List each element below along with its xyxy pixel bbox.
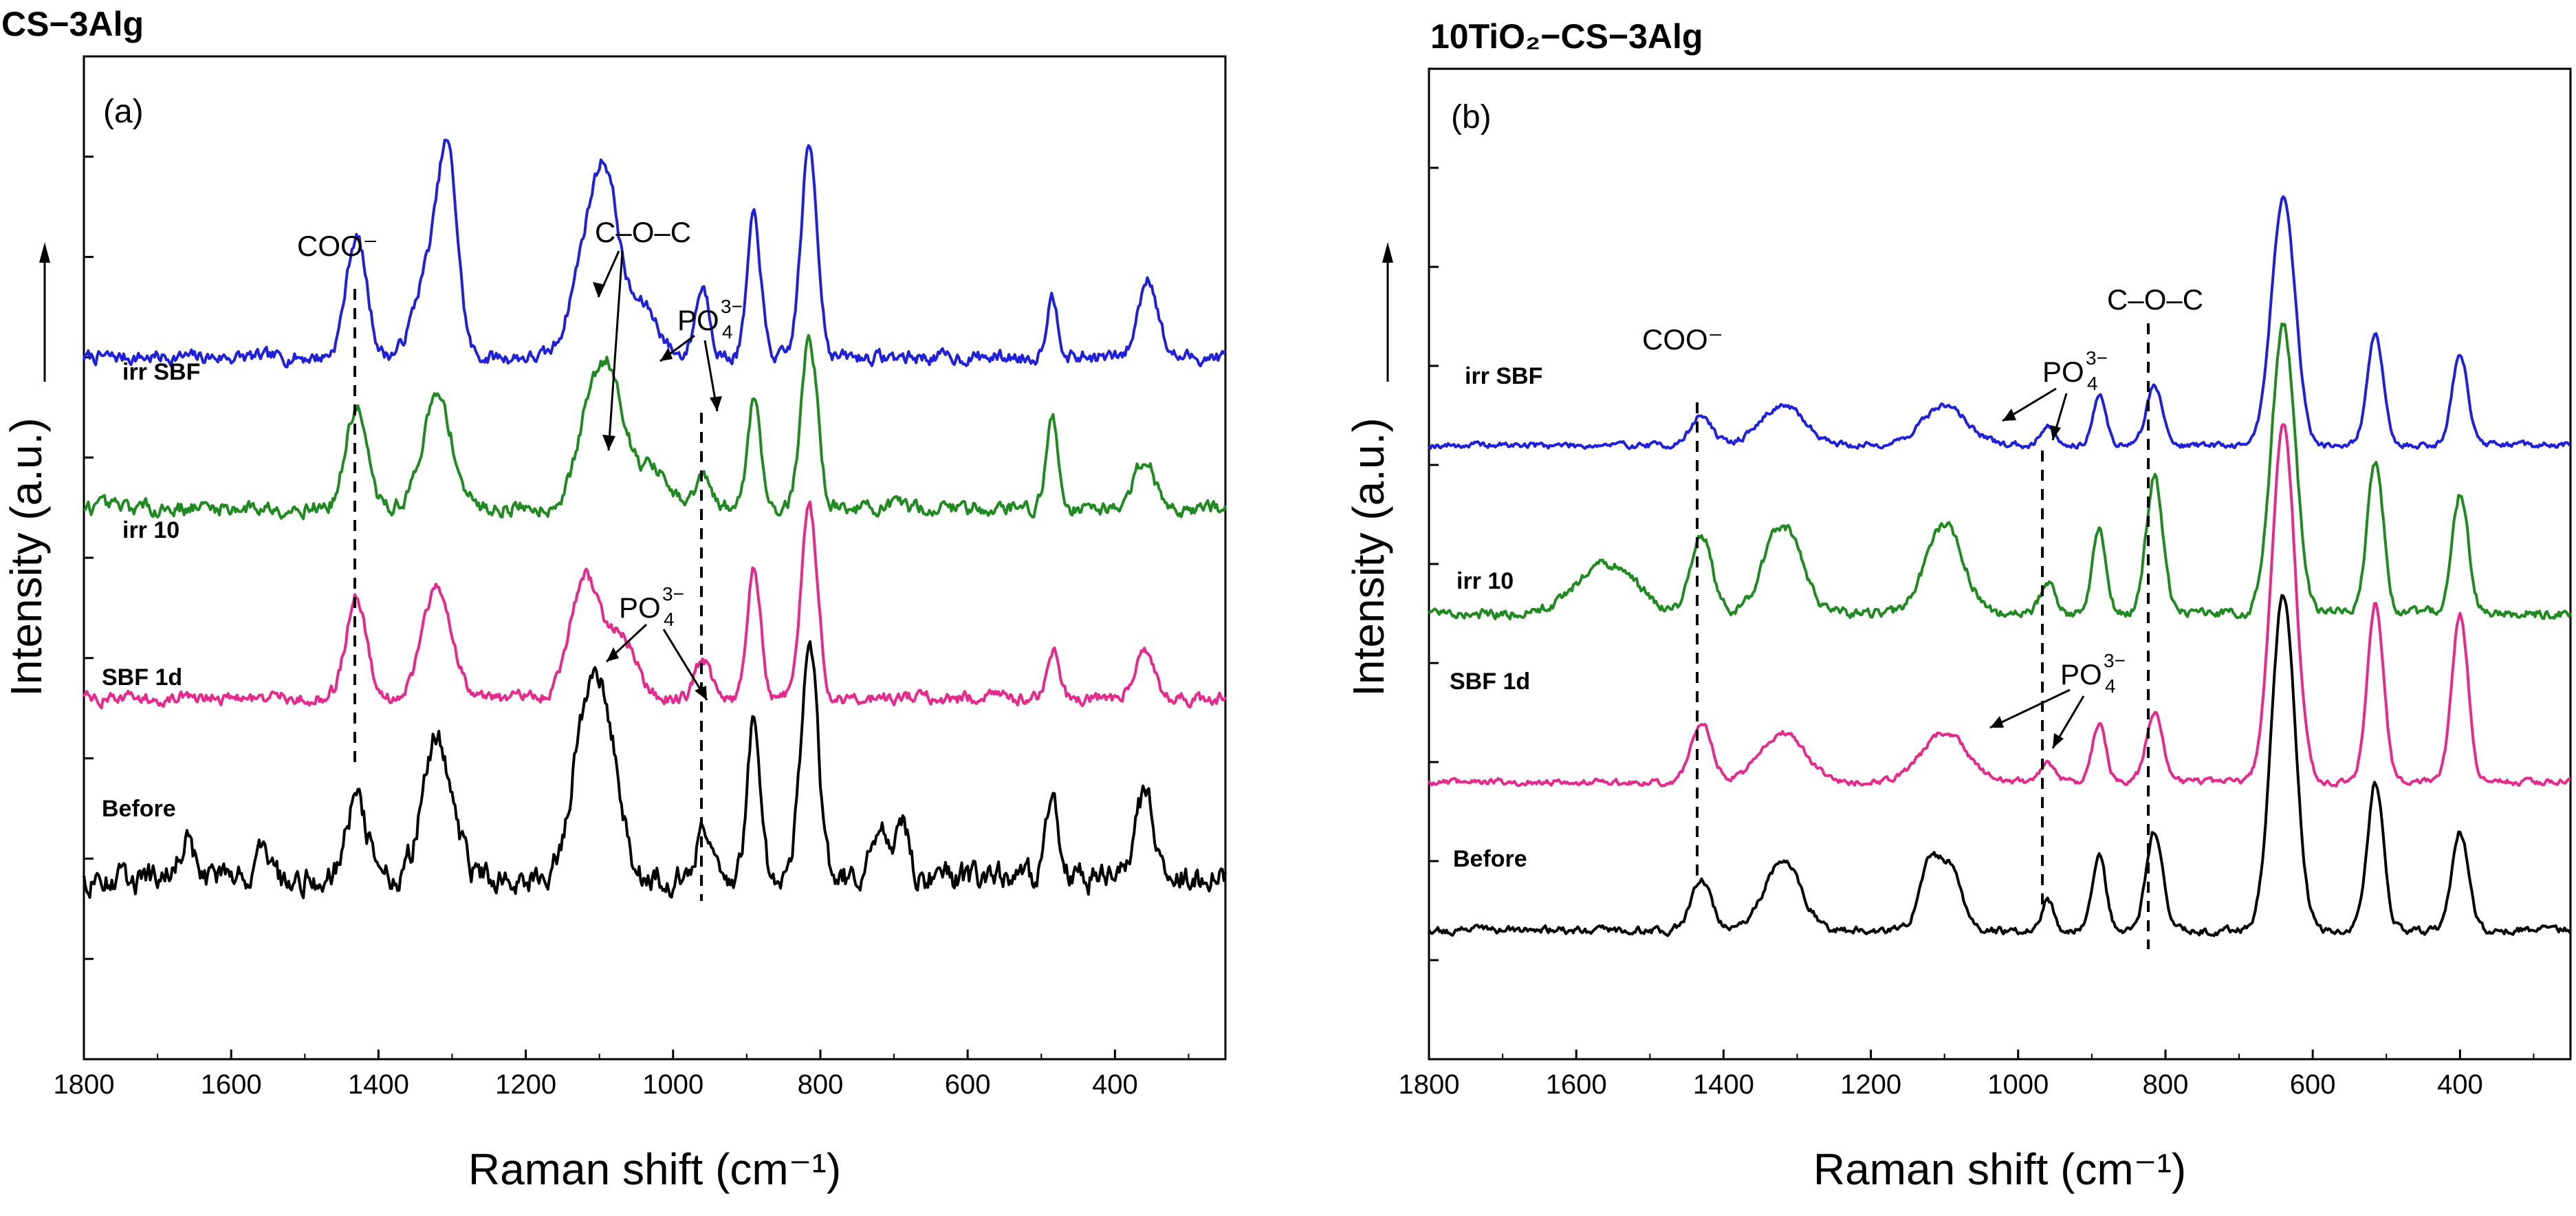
panel-a-yticks [84,155,94,960]
po4-sup: 3− [721,296,743,317]
x-tick-label: 1000 [642,1070,703,1100]
po4-text: PO [619,591,661,624]
panel-a-xlabel: Raman shift (cm⁻¹) [468,1144,841,1194]
series-line-irr-10 [83,334,1227,521]
po4-text: PO [2060,658,2102,691]
panel-a-xticks: 1800 1600 1400 1200 1000 800 600 400 [54,1050,1190,1100]
x-tick-label: 1000 [1987,1070,2049,1100]
panel-a-arrow-coc-2 [607,250,624,451]
series-line-sbf-1d [83,500,1227,710]
x-tick-label: 1200 [495,1070,556,1100]
panel-a-arrowhead-coc-2 [602,435,615,450]
panel-b-letter: (b) [1451,99,1492,135]
panel-a-arrowhead-po4u-1 [660,347,673,361]
panel-a-anno-coo: COO⁻ [297,230,378,262]
panel-a-anno-po4-upper: PO 4 3− [677,296,743,343]
x-tick-label: 1800 [1399,1070,1460,1100]
po4-sub: 4 [2087,373,2098,394]
panel-b-frame [1428,67,2572,1061]
panel-b-label-before: Before [1453,846,1527,872]
panel-b-xlabel: Raman shift (cm⁻¹) [1813,1144,2186,1194]
x-tick-label: 1400 [348,1070,409,1100]
x-tick-label: 600 [945,1070,991,1100]
panel-a-arrowhead-coc-1 [593,282,605,297]
panel-b-label-sbf-1d: SBF 1d [1450,669,1530,695]
panel-b-arrow-po4l-1 [1989,688,2071,729]
x-tick-label: 1800 [54,1070,115,1100]
series-line-irr-sbf [1428,195,2571,450]
panel-b-anno-po4-lower: PO 4 3− [2060,650,2126,697]
panel-b-anno-po4-upper: PO 4 3− [2042,347,2108,394]
x-tick-label: 800 [2143,1070,2189,1100]
panel-a: CS−3Alg (a) 1800 1600 1400 1200 1000 800 600 40… [1,5,1227,1194]
panel-b-y-arrowhead [1382,242,1393,263]
panel-a-arrowhead-po4l-2 [695,686,707,700]
panel-b-arrowhead-po4l-1 [1990,716,2004,728]
x-tick-label: 1200 [1840,1070,1901,1100]
x-tick-label: 400 [1092,1070,1138,1100]
panel-a-series [83,138,1227,900]
panel-a-title: CS−3Alg [1,5,144,43]
panel-a-y-arrowhead [39,242,50,263]
po4-sub: 4 [664,609,675,630]
x-tick-label: 600 [2290,1070,2336,1100]
panel-b-arrowhead-po4u-1 [2002,409,2016,421]
panel-b-ylabel: Intensity (a.u.) [1344,417,1393,697]
x-tick-label: 1400 [1693,1070,1754,1100]
panel-a-arrowhead-po4l-1 [607,647,619,662]
panel-a-letter: (a) [103,94,144,130]
panel-b-label-irr-10: irr 10 [1456,568,1514,594]
panel-b-anno-coo: COO⁻ [1642,323,1723,356]
panel-a-anno-po4-lower: PO 4 3− [619,583,684,630]
po4-text: PO [677,304,719,336]
panel-a-ylabel: Intensity (a.u.) [1,417,51,697]
panel-a-label-irr-sbf: irr SBF [122,359,200,385]
panel-b-series [1428,195,2572,937]
panel-b-yticks [1429,166,1439,962]
panel-b-arrowhead-po4l-2 [2053,733,2064,748]
panel-b-anno-coc: C–O–C [2107,283,2203,316]
series-line-sbf-1d [1428,423,2571,788]
series-line-irr-sbf [83,138,1227,369]
po4-sup: 3− [2086,347,2108,369]
panel-b-xticks: 1800 1600 1400 1200 1000 800 600 400 [1399,1050,2535,1100]
panel-a-label-sbf-1d: SBF 1d [102,664,182,691]
series-line-before [83,640,1227,900]
po4-sup: 3− [2104,650,2126,671]
panel-a-frame [83,55,1227,1061]
x-tick-label: 800 [798,1070,844,1100]
panel-b-title: 10TiO₂−CS−3Alg [1430,17,1703,56]
panel-a-label-irr-10: irr 10 [122,517,179,543]
panel-b-label-irr-sbf: irr SBF [1465,363,1542,389]
panel-a-anno-coc: C–O–C [595,216,691,248]
x-tick-label: 1600 [201,1070,262,1100]
series-line-irr-10 [1428,322,2572,620]
po4-sup: 3− [662,583,684,605]
x-tick-label: 400 [2437,1070,2483,1100]
po4-text: PO [2042,356,2084,388]
panel-a-arrowhead-po4u-2 [710,396,722,411]
po4-sub: 4 [722,321,733,343]
panel-b: 10TiO₂−CS−3Alg (b) 1800 1600 1400 1200 1000 8… [1344,17,2572,1194]
x-tick-label: 1600 [1546,1070,1607,1100]
panel-b-arrowhead-po4u-2 [2050,425,2061,440]
po4-sub: 4 [2105,675,2116,697]
panel-a-label-before: Before [102,796,176,822]
panel-a-arrow-po4l-2 [662,629,708,701]
series-line-before [1428,594,2572,937]
